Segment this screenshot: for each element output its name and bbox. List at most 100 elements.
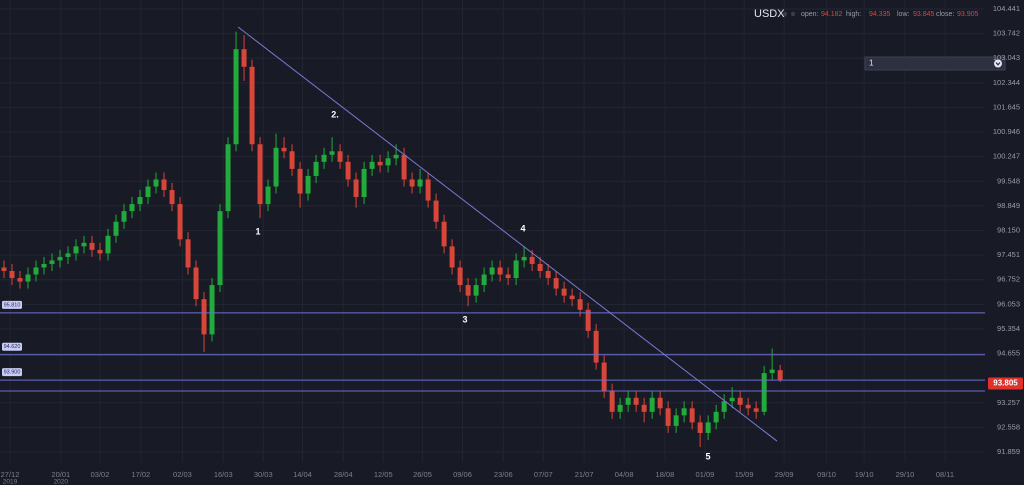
candle-body [721, 401, 727, 412]
candle-body [105, 235, 111, 254]
candle-body [289, 151, 295, 169]
candle-body [321, 154, 327, 162]
candle-body [393, 154, 399, 159]
candle-body [97, 249, 103, 254]
selector[interactable]: 1 [864, 56, 1006, 71]
selector-icon[interactable] [994, 59, 1002, 68]
x-tick-label: 29/10 [896, 470, 915, 479]
candle-body [689, 408, 695, 423]
x-tick-label: 18/08 [656, 470, 675, 479]
x-tick-label: 27/12 [1, 470, 20, 479]
selector-box[interactable] [864, 56, 1006, 71]
candle-body [665, 408, 671, 426]
y-tick-label: 92.558 [997, 422, 1020, 431]
candle-body [377, 161, 383, 166]
header-value: 94.335 [869, 11, 891, 18]
candle-body [305, 175, 311, 194]
candle-body [369, 161, 375, 169]
candle-body [89, 242, 95, 250]
candle-body [33, 267, 39, 275]
trendline [237, 26, 778, 442]
chevron[interactable] [995, 62, 1001, 66]
x-tick-sublabel: 2019 [3, 479, 18, 485]
icon [782, 11, 788, 17]
candle-body [625, 397, 631, 405]
candle-body [265, 186, 271, 205]
x-tick-label: 09/06 [453, 470, 472, 479]
annotation: 4 [520, 223, 525, 233]
x-tick-label: 04/08 [615, 470, 634, 479]
candle-body [449, 246, 455, 268]
y-tick-label: 96.752 [997, 275, 1020, 284]
y-tick-label: 101.645 [993, 102, 1020, 111]
candle-body [177, 204, 183, 240]
candle-body [65, 253, 71, 257]
candle-body [17, 278, 23, 282]
candle-body [681, 408, 687, 416]
candle-body [705, 422, 711, 433]
y-tick-label: 98.150 [997, 225, 1020, 234]
candle-body [649, 397, 655, 412]
candle-body [185, 239, 191, 268]
y-tick-label: 102.344 [993, 78, 1020, 87]
candle-body [217, 211, 223, 286]
x-tick-label: 14/04 [293, 470, 312, 479]
candle-body [737, 397, 743, 405]
candle-body [409, 179, 415, 187]
candle-body [761, 373, 767, 412]
y-tick-label: 104.441 [993, 4, 1020, 13]
candle-body [569, 295, 575, 300]
candle-body [169, 190, 175, 205]
candle-body [713, 411, 719, 423]
candle-body [401, 154, 407, 180]
header-label: open: [801, 11, 819, 18]
x-tick-label: 17/02 [131, 470, 150, 479]
header-value: 93.845 [913, 11, 935, 18]
candle-body [577, 299, 583, 310]
candle-body [585, 309, 591, 331]
y-tick-label: 103.043 [993, 53, 1020, 62]
x-tick-label: 15/09 [735, 470, 754, 479]
x-tick-label: 23/06 [494, 470, 513, 479]
selector-value[interactable]: 1 [869, 59, 874, 68]
line-tag-label: 93.900 [4, 370, 21, 376]
candle-body [73, 246, 79, 254]
candle-body [297, 168, 303, 194]
candle-body [209, 285, 215, 335]
candle-body [49, 260, 55, 264]
y-tick-label: 100.946 [993, 127, 1020, 136]
candle-body [1, 267, 7, 271]
line-tag [2, 368, 22, 377]
icon [790, 11, 796, 17]
header-label: close: [936, 11, 954, 18]
candle-body [593, 330, 599, 363]
y-tick-label: 96.053 [997, 299, 1020, 308]
header-label: high: [846, 11, 861, 18]
candle-body [281, 147, 287, 152]
annotation: 1 [255, 226, 260, 236]
candle-body [201, 299, 207, 335]
candle-body [769, 369, 775, 374]
candle-body [673, 415, 679, 426]
candle-body [561, 288, 567, 296]
candle-body [433, 200, 439, 222]
candle-body [81, 242, 87, 247]
chart-title: USDX [754, 8, 785, 20]
candle-body [193, 267, 199, 300]
candle-body [537, 263, 543, 271]
x-tick-label: 01/09 [696, 470, 715, 479]
candle-body [273, 147, 279, 187]
candle-body [25, 274, 31, 282]
candle-body [777, 370, 783, 380]
candle-body [545, 270, 551, 279]
x-tick-label: 02/03 [173, 470, 192, 479]
x-tick-label: 28/04 [334, 470, 353, 479]
candle-body [337, 151, 343, 162]
annotation: 2. [331, 109, 339, 119]
header-label: low: [897, 11, 910, 18]
candle-body [145, 186, 151, 198]
candle-body [641, 404, 647, 412]
y-tick-label: 103.742 [993, 29, 1020, 38]
